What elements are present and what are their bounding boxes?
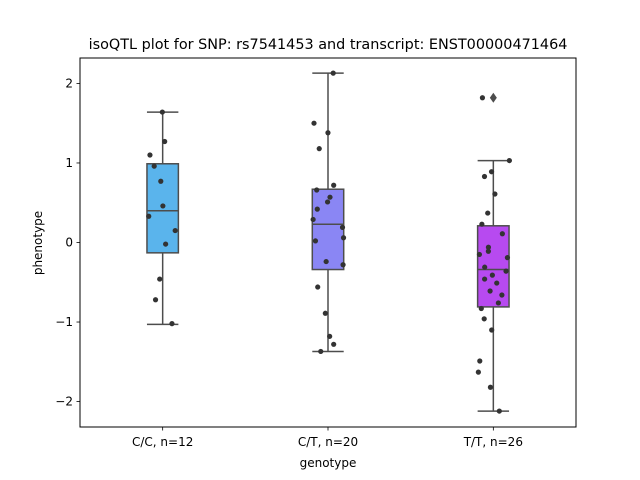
data-point	[160, 203, 166, 209]
box-group	[146, 111, 180, 326]
data-point	[162, 138, 168, 145]
data-point	[489, 272, 495, 278]
data-point	[163, 241, 169, 247]
data-point	[478, 305, 484, 312]
data-point	[310, 216, 316, 223]
data-point	[314, 187, 320, 193]
y-axis: −2 −1 0 1 2	[55, 76, 80, 409]
data-point	[152, 297, 159, 303]
data-point	[499, 231, 505, 237]
data-point	[172, 227, 178, 234]
data-point	[327, 194, 333, 200]
data-point	[311, 120, 317, 126]
data-point	[496, 408, 502, 414]
data-point	[316, 146, 322, 152]
data-point	[482, 264, 488, 270]
data-point	[340, 235, 347, 241]
data-point	[323, 258, 329, 265]
data-point	[146, 213, 152, 219]
data-point	[169, 321, 175, 327]
data-point	[324, 199, 331, 205]
data-point	[314, 206, 320, 212]
data-point	[504, 255, 511, 261]
y-tick-label: 2	[65, 76, 73, 90]
data-point	[325, 130, 331, 136]
data-point	[492, 191, 498, 197]
data-point	[481, 173, 488, 180]
data-point	[331, 341, 337, 347]
data-point	[339, 224, 346, 230]
box-group	[476, 92, 510, 412]
data-point	[312, 238, 319, 244]
box-group	[311, 72, 345, 353]
chart-title: isoQTL plot for SNP: rs7541453 and trans…	[89, 37, 568, 53]
data-point	[479, 95, 486, 101]
x-axis-label: genotype	[300, 456, 357, 470]
data-point	[485, 248, 491, 254]
y-tick-label: −1	[55, 315, 73, 329]
data-point	[327, 333, 333, 339]
data-point	[499, 292, 505, 298]
data-point	[489, 327, 495, 333]
data-point	[157, 276, 163, 282]
data-point	[322, 310, 328, 316]
x-tick-label: C/T, n=20	[298, 435, 358, 449]
y-tick-label: 0	[65, 236, 73, 250]
data-point	[331, 182, 337, 188]
x-tick-label: T/T, n=26	[463, 435, 523, 449]
data-point	[477, 358, 483, 364]
data-point	[159, 109, 165, 115]
data-point	[485, 210, 491, 216]
data-point	[479, 221, 485, 227]
x-tick-label: C/C, n=12	[132, 435, 193, 449]
data-point	[485, 244, 492, 250]
data-point	[487, 288, 493, 294]
data-point	[151, 163, 157, 169]
data-point	[330, 70, 336, 76]
data-point	[158, 178, 164, 184]
outlier-marker	[489, 92, 497, 103]
data-point	[315, 284, 321, 290]
data-point	[476, 251, 483, 258]
y-tick-label: 1	[65, 156, 73, 170]
data-point	[488, 169, 495, 175]
data-point	[482, 276, 488, 282]
data-point	[481, 316, 487, 322]
data-point	[495, 300, 501, 306]
data-point	[494, 280, 500, 286]
data-point	[147, 152, 153, 158]
data-point	[318, 348, 324, 355]
plot-area	[146, 70, 512, 414]
y-tick-label: −2	[55, 395, 73, 409]
data-point	[340, 262, 346, 268]
y-axis-label: phenotype	[31, 211, 45, 275]
data-point	[475, 369, 481, 375]
x-axis: C/C, n=12 C/T, n=20 T/T, n=26	[132, 427, 523, 449]
data-point	[506, 157, 512, 164]
data-point	[487, 384, 494, 390]
data-point	[503, 268, 509, 274]
